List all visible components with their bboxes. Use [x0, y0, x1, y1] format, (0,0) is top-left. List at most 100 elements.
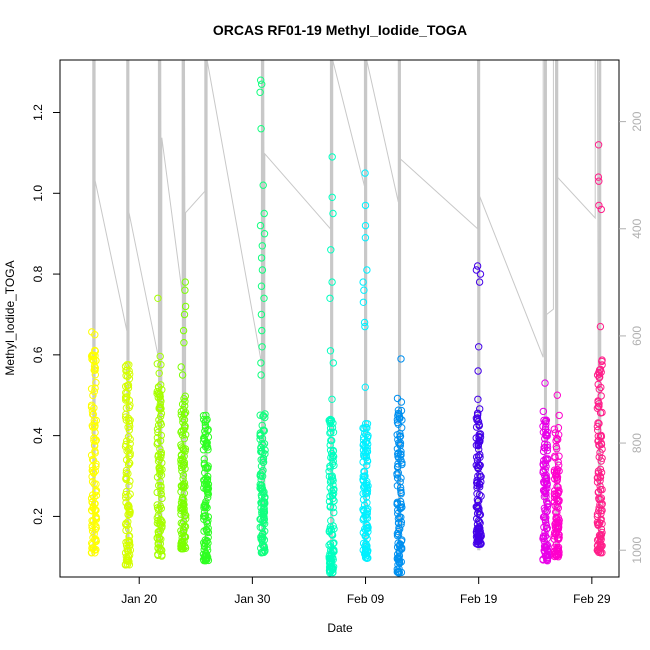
- data-point: [257, 254, 266, 262]
- data-point: [91, 506, 99, 515]
- data-point: [474, 460, 482, 468]
- data-point: [540, 456, 548, 465]
- data-point: [395, 410, 403, 419]
- data-point: [597, 205, 605, 214]
- data-point: [204, 524, 212, 532]
- data-point: [597, 468, 606, 477]
- x-tick-label: Feb 19: [460, 592, 498, 606]
- x-axis: Jan 20 Jan 30 Feb 09 Feb 19 Feb 29: [121, 577, 611, 606]
- data-point: [359, 505, 367, 514]
- data-point: [156, 393, 164, 401]
- data-point: [541, 486, 549, 494]
- data-point: [92, 356, 100, 365]
- data-point: [259, 181, 267, 189]
- data-point: [550, 490, 559, 498]
- data-point: [363, 266, 371, 274]
- data-point: [363, 514, 372, 522]
- data-point: [126, 541, 134, 549]
- data-point: [124, 433, 133, 441]
- data-point: [394, 527, 403, 536]
- data-point: [181, 286, 189, 294]
- data-point: [157, 471, 166, 479]
- data-point: [551, 551, 559, 559]
- data-point: [362, 511, 371, 519]
- data-point: [554, 517, 562, 525]
- data-point: [123, 447, 131, 455]
- data-point: [328, 395, 336, 403]
- data-point: [256, 480, 264, 489]
- data-point: [202, 502, 210, 511]
- data-point: [258, 80, 266, 88]
- data-point: [89, 503, 98, 511]
- data-point: [473, 496, 482, 504]
- flight-series-8: [393, 355, 406, 577]
- data-point: [260, 230, 269, 238]
- data-point: [157, 381, 165, 389]
- data-point: [181, 422, 189, 430]
- data-point: [396, 429, 404, 438]
- data-point: [327, 428, 335, 436]
- data-point: [158, 494, 166, 503]
- data-point: [154, 428, 162, 437]
- data-point: [126, 490, 134, 498]
- data-point: [328, 193, 336, 202]
- data-point: [325, 541, 333, 549]
- data-point: [397, 544, 406, 552]
- data-point: [393, 500, 401, 508]
- data-point: [593, 474, 602, 482]
- data-point: [554, 489, 562, 498]
- data-point: [473, 456, 482, 465]
- data-point: [553, 475, 561, 483]
- data-point: [121, 413, 130, 421]
- data-point: [124, 492, 132, 500]
- data-point: [90, 387, 99, 396]
- data-point: [397, 406, 406, 415]
- data-point: [88, 455, 97, 464]
- data-point: [594, 141, 603, 149]
- data-point: [476, 270, 485, 278]
- data-point: [257, 310, 266, 319]
- data-point: [200, 546, 208, 554]
- flight-series-11: [550, 391, 563, 561]
- data-point: [326, 558, 334, 566]
- data-point: [157, 409, 166, 418]
- data-point: [359, 298, 368, 306]
- data-point: [393, 418, 402, 427]
- data-point: [359, 441, 367, 449]
- data-point: [327, 476, 335, 485]
- data-point: [157, 490, 165, 498]
- data-point: [181, 465, 189, 473]
- data-point: [122, 469, 131, 477]
- data-point: [594, 426, 602, 434]
- data-point: [393, 474, 402, 482]
- plot-frame: [59, 59, 620, 578]
- data-point: [157, 361, 165, 369]
- data-point: [472, 453, 481, 461]
- data-point: [88, 517, 96, 525]
- data-point: [397, 520, 405, 529]
- data-point: [261, 410, 269, 418]
- data-point: [157, 453, 165, 461]
- data-point: [154, 438, 162, 447]
- data-point: [329, 447, 337, 455]
- data-point: [122, 410, 130, 419]
- data-point: [554, 458, 562, 466]
- data-point: [154, 506, 163, 514]
- data-point: [91, 364, 99, 372]
- data-point: [474, 409, 482, 417]
- data-point: [553, 482, 561, 491]
- data-point: [327, 546, 335, 555]
- data-point: [258, 548, 266, 557]
- data-point: [328, 153, 336, 161]
- data-point: [362, 452, 370, 460]
- data-point: [393, 529, 402, 538]
- data-point: [597, 494, 606, 502]
- data-point: [256, 221, 265, 230]
- data-point: [181, 533, 189, 541]
- data-point: [156, 352, 164, 361]
- data-point: [363, 420, 372, 428]
- data-point: [178, 371, 187, 379]
- data-point: [360, 286, 368, 294]
- data-point: [360, 424, 368, 433]
- data-point: [179, 415, 187, 423]
